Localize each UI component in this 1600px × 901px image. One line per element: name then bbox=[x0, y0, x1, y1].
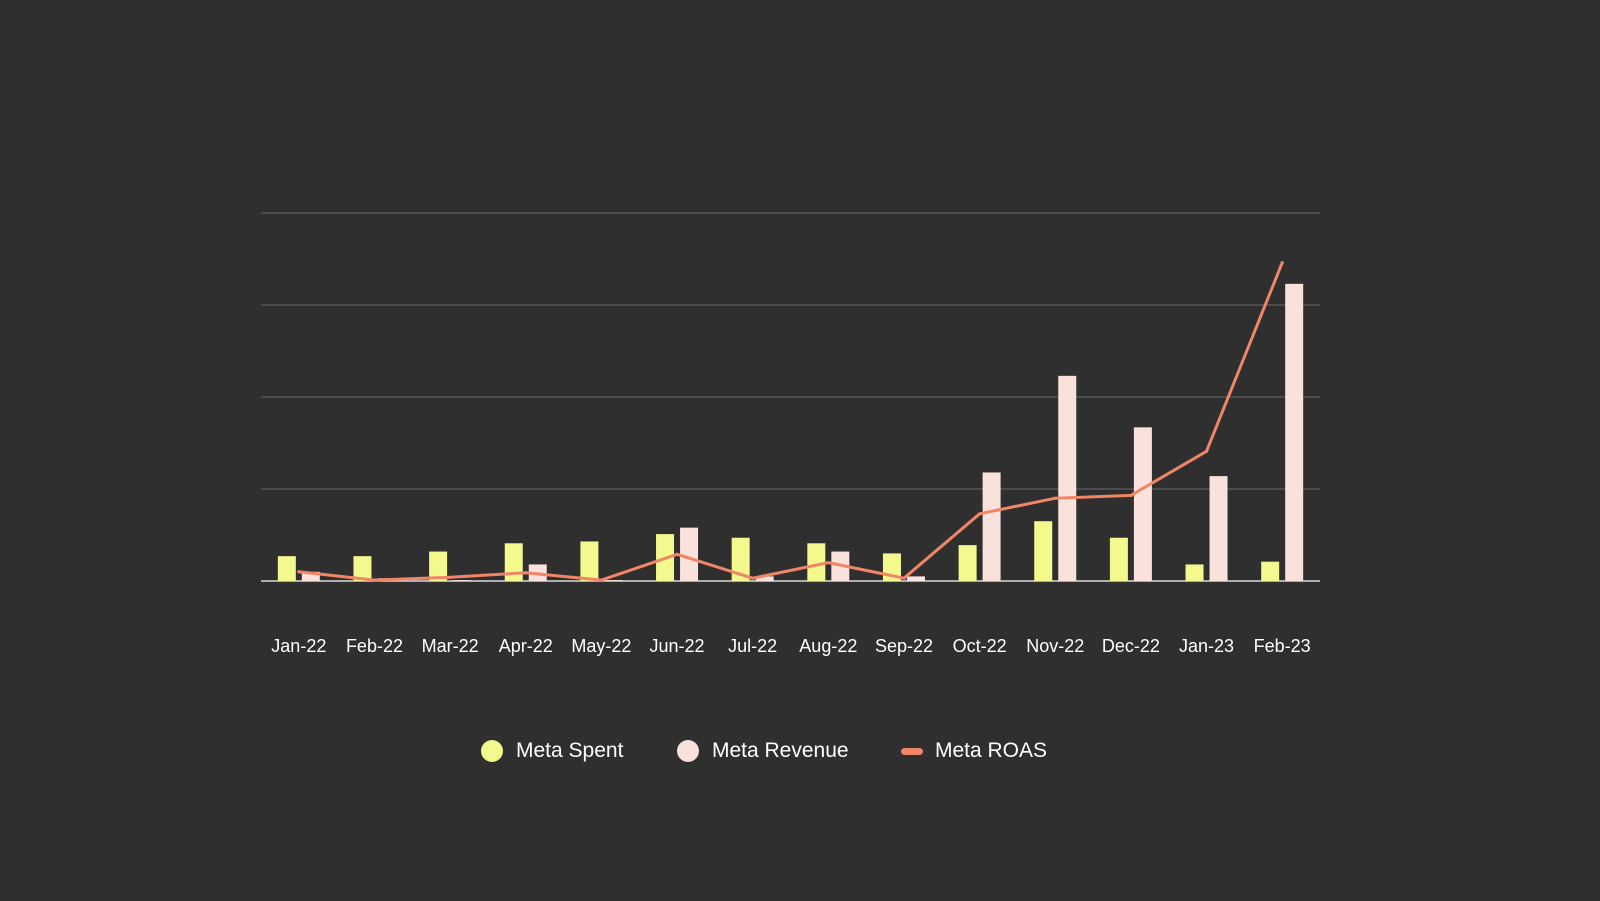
bar-meta-spent-jan-23[interactable] bbox=[1185, 564, 1204, 581]
legend-swatch-meta-roas bbox=[901, 747, 923, 755]
x-tick-label-sep-22: Sep-22 bbox=[875, 636, 933, 656]
x-tick-label-apr-22: Apr-22 bbox=[499, 636, 553, 656]
bar-meta-spent-mar-22[interactable] bbox=[429, 551, 448, 581]
bar-meta-spent-feb-22[interactable] bbox=[353, 556, 372, 581]
point-meta-roas-feb-23[interactable] bbox=[1280, 261, 1284, 265]
point-meta-roas-apr-22[interactable] bbox=[524, 571, 528, 575]
point-meta-roas-jun-22[interactable] bbox=[675, 552, 679, 556]
x-tick-label-dec-22: Dec-22 bbox=[1102, 636, 1160, 656]
x-tick-label-oct-22: Oct-22 bbox=[953, 636, 1007, 656]
x-tick-label-jul-22: Jul-22 bbox=[728, 636, 777, 656]
legend-label-meta-roas: Meta ROAS bbox=[935, 739, 1048, 762]
legend-item-meta-revenue[interactable]: Meta Revenue bbox=[677, 733, 849, 769]
point-meta-roas-dec-22[interactable] bbox=[1129, 493, 1133, 498]
x-tick-label-jan-23: Jan-23 bbox=[1179, 636, 1234, 656]
x-tick-label-feb-22: Feb-22 bbox=[346, 636, 403, 656]
bar-meta-spent-aug-22[interactable] bbox=[807, 543, 826, 581]
point-meta-roas-feb-22[interactable] bbox=[372, 578, 377, 582]
legend: Meta Spent Meta Revenue Meta ROAS bbox=[0, 733, 1600, 769]
point-meta-roas-jan-22[interactable] bbox=[297, 570, 301, 574]
legend-label-meta-spent: Meta Spent bbox=[516, 739, 624, 762]
x-tick-label-may-22: May-22 bbox=[571, 636, 631, 656]
line-meta-roas[interactable] bbox=[297, 261, 1284, 582]
roas-line-layer bbox=[297, 261, 1284, 582]
point-meta-roas-nov-22[interactable] bbox=[1053, 496, 1057, 500]
point-meta-roas-sep-22[interactable] bbox=[902, 576, 906, 580]
bar-meta-spent-oct-22[interactable] bbox=[958, 545, 977, 581]
bar-meta-spent-jan-22[interactable] bbox=[277, 556, 296, 581]
bar-meta-revenue-jun-22[interactable] bbox=[680, 527, 699, 581]
bar-meta-spent-dec-22[interactable] bbox=[1109, 537, 1128, 581]
x-tick-label-jun-22: Jun-22 bbox=[650, 636, 705, 656]
bar-meta-revenue-jan-22[interactable] bbox=[301, 571, 320, 581]
bar-meta-revenue-may-22[interactable] bbox=[604, 580, 623, 581]
legend-swatch-meta-revenue bbox=[677, 740, 699, 762]
bar-meta-spent-may-22[interactable] bbox=[580, 541, 599, 581]
bar-meta-revenue-mar-22[interactable] bbox=[453, 580, 472, 581]
bar-meta-revenue-dec-22[interactable] bbox=[1133, 427, 1152, 581]
point-meta-roas-may-22[interactable] bbox=[599, 578, 603, 582]
bar-meta-spent-jul-22[interactable] bbox=[731, 537, 750, 581]
x-axis-tick-labels: Jan-22 Feb-22 Mar-22 Apr-22 May-22 Jun-22 Jul-… bbox=[271, 636, 1310, 656]
point-meta-roas-mar-22[interactable] bbox=[448, 575, 452, 579]
point-meta-roas-jan-23[interactable] bbox=[1204, 449, 1209, 453]
x-tick-label-jan-22: Jan-22 bbox=[271, 636, 326, 656]
legend-label-meta-revenue: Meta Revenue bbox=[712, 739, 849, 762]
x-tick-label-aug-22: Aug-22 bbox=[799, 636, 857, 656]
bar-meta-revenue-jan-23[interactable] bbox=[1209, 476, 1228, 581]
x-tick-label-feb-23: Feb-23 bbox=[1254, 636, 1311, 656]
bar-meta-revenue-nov-22[interactable] bbox=[1058, 375, 1077, 581]
bar-meta-revenue-sep-22[interactable] bbox=[906, 576, 925, 581]
legend-item-meta-roas[interactable]: Meta ROAS bbox=[901, 733, 1047, 769]
legend-item-meta-spent[interactable]: Meta Spent bbox=[481, 733, 623, 769]
point-meta-roas-jul-22[interactable] bbox=[751, 576, 755, 580]
x-tick-label-nov-22: Nov-22 bbox=[1026, 636, 1084, 656]
legend-swatch-meta-spent bbox=[481, 740, 503, 762]
bar-meta-revenue-jul-22[interactable] bbox=[755, 576, 774, 581]
bar-meta-spent-apr-22[interactable] bbox=[504, 543, 523, 581]
gridlines bbox=[261, 212, 1320, 582]
bar-meta-spent-nov-22[interactable] bbox=[1034, 521, 1053, 581]
x-tick-label-mar-22: Mar-22 bbox=[422, 636, 479, 656]
point-meta-roas-oct-22[interactable] bbox=[978, 512, 982, 516]
bar-meta-revenue-oct-22[interactable] bbox=[982, 472, 1001, 581]
point-meta-roas-aug-22[interactable] bbox=[826, 561, 830, 565]
bar-meta-revenue-feb-23[interactable] bbox=[1285, 283, 1304, 581]
bars bbox=[277, 283, 1304, 581]
bar-meta-spent-feb-23[interactable] bbox=[1261, 561, 1280, 581]
